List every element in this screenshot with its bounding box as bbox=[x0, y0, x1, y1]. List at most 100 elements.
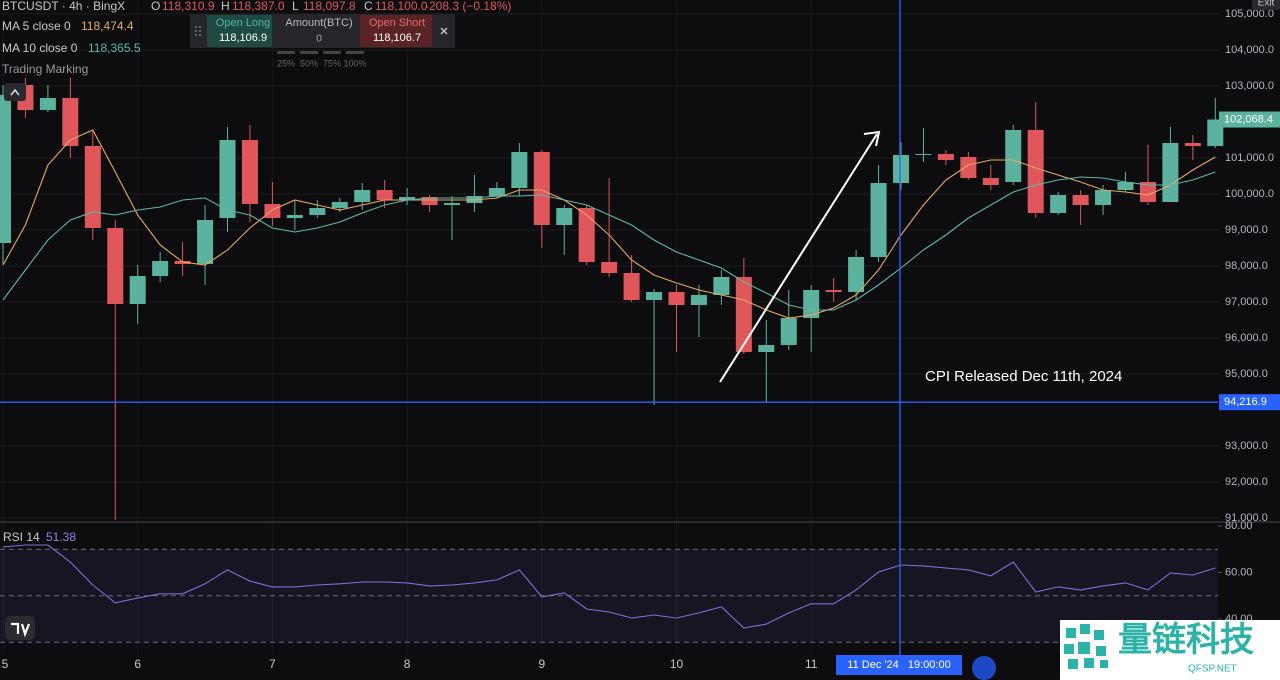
crosshair-price-box bbox=[1219, 394, 1280, 411]
rsi-value: 51.38 bbox=[46, 530, 76, 544]
watermark-logo bbox=[1064, 624, 1108, 669]
candle-body bbox=[1027, 129, 1044, 214]
x-tick-label: 8 bbox=[404, 657, 411, 671]
ma-line bbox=[2, 171, 1216, 311]
candle-body bbox=[152, 261, 169, 277]
y-tick-label: 91,000.0 bbox=[1225, 512, 1268, 524]
ohlc-value: 118,100.0 bbox=[375, 0, 428, 13]
legend-value: 118,474.4 bbox=[81, 19, 134, 33]
candle-body bbox=[1095, 190, 1112, 206]
open-long-label: Open Long bbox=[216, 17, 270, 29]
collapse-icon bbox=[10, 88, 20, 96]
candle-body bbox=[331, 201, 348, 209]
candle-body bbox=[623, 272, 640, 300]
percent-button[interactable] bbox=[323, 51, 341, 54]
candle-body bbox=[62, 97, 79, 147]
change: -208.3 (−0.18%) bbox=[425, 0, 511, 13]
legend-name: MA 10 close 0 bbox=[2, 41, 78, 55]
y-tick-label: 104,000.0 bbox=[1225, 44, 1274, 56]
candle-body bbox=[376, 190, 393, 201]
candle-body bbox=[690, 295, 707, 305]
candle-body bbox=[421, 196, 438, 206]
percent-label: 50% bbox=[300, 58, 318, 68]
percent-buttons: 25% 50% 75% 100% bbox=[277, 51, 367, 68]
indicator-label: Trading Marking bbox=[2, 62, 88, 76]
y-tick-label: 80.00 bbox=[1225, 520, 1253, 532]
annotation: CPI Released Dec 11th, 2024 bbox=[925, 368, 1122, 385]
y-tick-label: 92,000.0 bbox=[1225, 476, 1268, 488]
candle-body bbox=[803, 290, 820, 318]
watermark-name: 量链科技 bbox=[1118, 621, 1254, 659]
candle-body bbox=[533, 151, 550, 225]
candle-body bbox=[511, 151, 528, 188]
candle-body bbox=[84, 146, 101, 228]
drag-handle bbox=[195, 26, 201, 36]
ohlc-key: C bbox=[364, 0, 373, 13]
candle-body bbox=[107, 227, 124, 305]
candle-body bbox=[488, 187, 505, 197]
crosshair-time-box bbox=[836, 655, 962, 675]
candle-body bbox=[758, 344, 775, 353]
y-tick-label: 95,000.0 bbox=[1225, 368, 1268, 380]
candle-body bbox=[960, 156, 977, 179]
candle-body bbox=[241, 140, 258, 205]
candle-body bbox=[264, 204, 281, 219]
last-price-box bbox=[1219, 111, 1280, 128]
percent-button[interactable] bbox=[346, 51, 364, 54]
candle-body bbox=[848, 257, 865, 292]
trend-arrow bbox=[719, 133, 878, 383]
x-tick-label: 10 bbox=[670, 657, 684, 671]
candle-body bbox=[915, 154, 932, 156]
y-tick-label: 100,000.0 bbox=[1225, 188, 1274, 200]
open-short-price: 118,106.7 bbox=[373, 32, 421, 44]
candle-body bbox=[286, 214, 303, 219]
ohlc-key: L bbox=[292, 0, 299, 13]
y-tick-label: 96,000.0 bbox=[1225, 332, 1268, 344]
candle-body bbox=[1139, 182, 1156, 202]
candle-body bbox=[1117, 182, 1134, 191]
candle-body bbox=[399, 196, 416, 201]
ohlc-key: O bbox=[151, 0, 160, 13]
candle-body bbox=[197, 219, 214, 264]
percent-label: 100% bbox=[343, 58, 366, 68]
ohlc-value: 118,097.8 bbox=[303, 0, 356, 13]
x-tick-label: 7 bbox=[269, 657, 276, 671]
scroll-button[interactable] bbox=[972, 656, 996, 680]
candle-body bbox=[219, 140, 236, 219]
y-tick-label: 98,000.0 bbox=[1225, 260, 1268, 272]
open-long-price: 118,106.9 bbox=[219, 32, 267, 44]
plot bbox=[0, 78, 1224, 629]
candle-body bbox=[825, 290, 842, 292]
exit-button[interactable] bbox=[1252, 0, 1280, 10]
collapse-button[interactable] bbox=[4, 83, 26, 101]
candle-body bbox=[354, 190, 371, 202]
legend-value: 118,365.5 bbox=[88, 41, 141, 55]
percent-label: 75% bbox=[323, 58, 341, 68]
crosshair-price-label: 94,216.9 bbox=[1224, 396, 1267, 408]
open-short-button[interactable] bbox=[360, 15, 432, 47]
open-long-button[interactable] bbox=[207, 15, 272, 47]
tv-logo-mark bbox=[11, 622, 31, 638]
rsi-title: RSI 14 bbox=[3, 530, 40, 544]
percent-button[interactable] bbox=[277, 51, 295, 54]
y-tick-label: 60.00 bbox=[1225, 566, 1253, 578]
candle-body bbox=[1005, 129, 1022, 183]
exit-label: Exit bbox=[1258, 0, 1275, 9]
percent-button[interactable] bbox=[300, 51, 318, 54]
ohlc-value: 118,387.0 bbox=[232, 0, 285, 13]
candle-body bbox=[780, 317, 797, 345]
tv-logo bbox=[5, 616, 35, 640]
close-panel[interactable] bbox=[440, 27, 448, 35]
rsi-line bbox=[2, 544, 1216, 629]
amount-input[interactable]: 0 bbox=[316, 34, 322, 45]
x-tick-label: 9 bbox=[538, 657, 545, 671]
y-tick-label: 105,000.0 bbox=[1225, 8, 1274, 20]
open-short-label: Open Short bbox=[369, 17, 425, 29]
ma-line bbox=[2, 129, 1216, 319]
y-tick-label: 93,000.0 bbox=[1225, 440, 1268, 452]
ohlc-key: H bbox=[221, 0, 230, 13]
candle-body bbox=[646, 291, 663, 300]
candle-body bbox=[444, 203, 460, 206]
